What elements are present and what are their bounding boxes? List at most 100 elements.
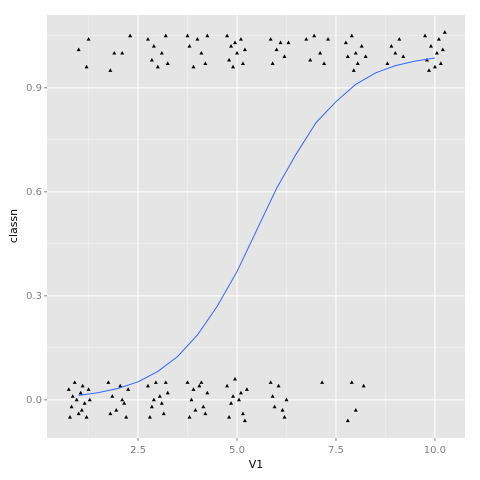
- point: [312, 33, 317, 38]
- x-tick-label: 2.5: [130, 445, 146, 456]
- point: [205, 390, 210, 395]
- point: [165, 390, 170, 395]
- point: [78, 390, 83, 395]
- point: [153, 380, 158, 384]
- point: [238, 37, 243, 41]
- point: [203, 411, 208, 416]
- point: [128, 33, 133, 38]
- point: [74, 397, 79, 402]
- point: [159, 50, 164, 55]
- point: [185, 33, 190, 38]
- point: [149, 404, 154, 409]
- point: [270, 394, 275, 398]
- point: [80, 383, 85, 388]
- point: [326, 37, 331, 41]
- point: [235, 50, 239, 55]
- point: [165, 61, 170, 65]
- point: [185, 380, 190, 384]
- point: [308, 57, 313, 62]
- point: [108, 68, 113, 72]
- point: [233, 376, 238, 381]
- point: [428, 44, 433, 48]
- fit-curve: [78, 57, 435, 396]
- point: [157, 394, 162, 398]
- point: [272, 404, 277, 409]
- point: [389, 44, 394, 48]
- point: [426, 68, 431, 72]
- point: [151, 397, 156, 402]
- point: [393, 50, 398, 55]
- point: [225, 383, 230, 388]
- point: [440, 47, 445, 52]
- point: [242, 418, 247, 423]
- point: [278, 40, 283, 45]
- x-axis-title: V1: [249, 458, 264, 471]
- point: [353, 50, 358, 55]
- point: [229, 401, 234, 405]
- point: [193, 408, 198, 412]
- point: [199, 380, 204, 384]
- point: [361, 383, 366, 388]
- point: [229, 44, 234, 48]
- x-tick-label: 10.0: [424, 445, 446, 456]
- point: [280, 408, 285, 412]
- point: [438, 61, 443, 65]
- marks: [66, 30, 447, 423]
- point: [122, 401, 127, 405]
- grid: [47, 15, 465, 438]
- point: [268, 37, 273, 41]
- point: [70, 394, 75, 398]
- point: [270, 61, 275, 65]
- point: [72, 380, 77, 384]
- point: [155, 64, 160, 69]
- point: [345, 418, 350, 423]
- point: [268, 380, 273, 384]
- point: [69, 404, 74, 409]
- point: [238, 390, 243, 395]
- point: [76, 411, 81, 416]
- point: [191, 64, 196, 69]
- point: [276, 383, 281, 388]
- point: [76, 47, 81, 52]
- point: [434, 50, 439, 55]
- point: [82, 401, 87, 405]
- point: [66, 387, 71, 391]
- point: [197, 383, 202, 388]
- point: [203, 61, 208, 65]
- point: [145, 37, 150, 41]
- point: [231, 64, 236, 69]
- point: [385, 61, 390, 65]
- point: [349, 33, 354, 38]
- point: [363, 54, 368, 59]
- point: [163, 33, 168, 38]
- point: [345, 54, 350, 59]
- panel: [47, 15, 465, 438]
- y-tick-label: 0.3: [26, 291, 42, 302]
- point: [110, 394, 115, 398]
- point: [108, 411, 113, 416]
- point: [84, 414, 89, 419]
- point: [124, 414, 129, 419]
- point: [79, 408, 84, 412]
- point: [114, 408, 119, 412]
- point: [159, 401, 164, 405]
- point: [353, 408, 358, 412]
- point: [147, 414, 152, 419]
- point: [205, 33, 210, 38]
- x-tick-label: 5.0: [229, 445, 245, 456]
- point: [233, 40, 238, 45]
- point: [240, 61, 245, 65]
- point: [349, 380, 354, 384]
- point: [67, 414, 72, 419]
- point: [304, 37, 309, 41]
- point: [86, 37, 91, 41]
- point: [201, 404, 206, 409]
- point: [227, 414, 232, 419]
- point: [242, 47, 247, 52]
- point: [351, 68, 356, 72]
- point: [436, 37, 441, 41]
- point: [227, 57, 232, 62]
- point: [195, 37, 200, 41]
- point: [355, 61, 360, 65]
- point: [236, 397, 241, 402]
